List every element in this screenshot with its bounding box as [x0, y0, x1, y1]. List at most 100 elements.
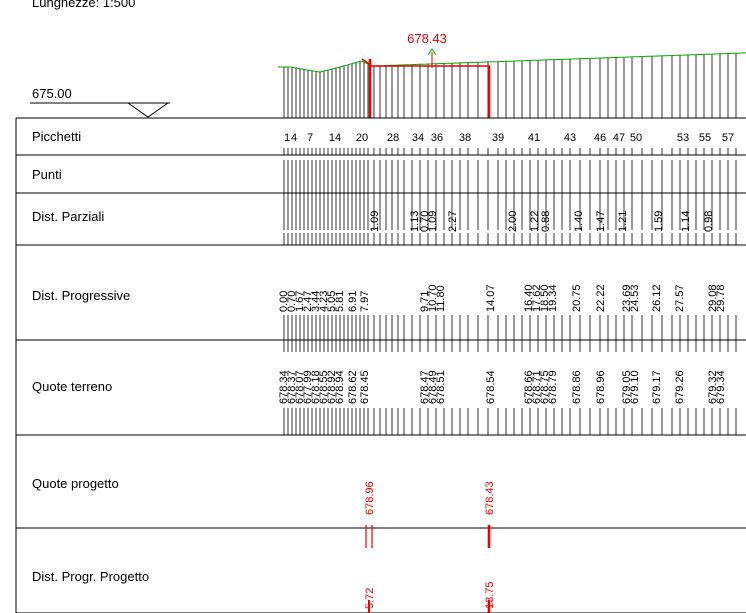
picchetto-label: 20	[356, 132, 368, 144]
dist-progressiva-value: 26.12	[651, 284, 663, 312]
picchetto-label: 28	[387, 132, 399, 144]
picchetto-label: 46	[594, 132, 606, 144]
datum-marker: 675.00	[30, 86, 170, 118]
dist-progr-progetto-value: 13.75	[484, 581, 496, 609]
quota-terreno-value: 678.49	[427, 370, 439, 404]
profile-verticals	[283, 53, 737, 435]
dist-progressiva-value: 29.78	[715, 284, 727, 312]
row-label-dist-parziali: Dist. Parziali	[32, 209, 104, 224]
picchetto-label: 53	[677, 132, 689, 144]
dist-parziale-value: 1.09	[369, 211, 381, 232]
datum-label: 675.00	[32, 86, 72, 101]
dist-parziale-value: 1.47	[595, 211, 607, 232]
dist-parziale-value: 1.21	[617, 211, 629, 232]
row-label-picchetti: Picchetti	[32, 129, 81, 144]
dist-parziale-value: 1.14	[680, 211, 692, 232]
dist-progressive-labels: 0.000.701.672.473.444.235.055.81 6.91 7.97…	[278, 284, 727, 312]
quota-terreno-value: 679.17	[651, 370, 663, 404]
dist-progressiva-value: 18.50	[539, 284, 551, 312]
picchetto-label: 50	[630, 132, 642, 144]
dist-parziale-value: 1.59	[653, 211, 665, 232]
quote-terreno-labels: 678.34678.37678.07677.99678.18678.55678.…	[278, 370, 727, 404]
row-label-dist-progressive: Dist. Progressive	[32, 288, 130, 303]
quota-terreno-value: 679.34	[715, 370, 727, 404]
dist-progressiva-value: 0.00	[278, 291, 290, 312]
dist-progressiva-value: 19.34	[547, 284, 559, 312]
quote-progetto-value: 678.43	[484, 481, 496, 515]
dist-parziale-value: 1.13	[409, 211, 421, 232]
dist-parziale-value: 2.00	[507, 211, 519, 232]
quota-terreno-value: 679.32	[707, 370, 719, 404]
picchetto-label: 4	[291, 132, 297, 144]
picchetto-label: 38	[459, 132, 471, 144]
picchetto-label: 57	[722, 132, 734, 144]
dist-progr-progetto-value: 5.72	[364, 588, 376, 609]
picchetto-label: 7	[307, 132, 313, 144]
quota-terreno-value: 678.92	[326, 370, 338, 404]
row-label-dist-progr-progetto: Dist. Progr. Progetto	[32, 569, 149, 584]
picchetto-label: 39	[492, 132, 504, 144]
dist-parziale-value: 1.40	[573, 211, 585, 232]
quota-terreno-value: 678.55	[318, 370, 330, 404]
dist-progressiva-value: 5.81	[334, 291, 346, 312]
dist-parziale-value: 0.70	[419, 211, 431, 232]
quote-progetto-value: 678.96	[364, 481, 376, 515]
row-label-quote-terreno: Quote terreno	[32, 379, 112, 394]
quota-terreno-value: 679.10	[629, 370, 641, 404]
quota-terreno-value: 679.26	[674, 370, 686, 404]
dist-progressiva-value: 4.23	[318, 291, 330, 312]
dist-progressiva-value: 6.91	[347, 291, 359, 312]
quota-terreno-value: 678.86	[571, 370, 583, 404]
quota-terreno-value: 678.79	[547, 370, 559, 404]
dist-progr-progetto-values: 5.72 13.75	[364, 581, 496, 613]
dist-progressiva-value: 29.08	[707, 284, 719, 312]
picchetto-label: 55	[699, 132, 711, 144]
quota-terreno-value: 678.37	[286, 370, 298, 404]
dist-parziale-value: 1.22	[529, 211, 541, 232]
picchetto-label: 14	[329, 132, 341, 144]
design-profile: 678.43	[361, 31, 491, 118]
quota-terreno-value: 678.66	[523, 370, 535, 404]
quota-terreno-value: 678.07	[294, 370, 306, 404]
dist-progressiva-value: 27.57	[674, 284, 686, 312]
dist-progressiva-value: 10.70	[427, 284, 439, 312]
dist-progressiva-value: 3.44	[310, 291, 322, 312]
row-labels: Picchetti Punti Dist. Parziali Dist. Pro…	[32, 129, 149, 584]
profile-table	[15, 117, 746, 613]
dist-progressiva-value: 0.70	[286, 291, 298, 312]
quota-terreno-value: 679.05	[621, 370, 633, 404]
quota-terreno-value: 677.99	[302, 370, 314, 404]
dist-progressiva-value: 5.05	[326, 291, 338, 312]
dist-parziale-value: 0.88	[540, 211, 552, 232]
picchetto-label: 43	[564, 132, 576, 144]
quota-terreno-value: 678.47	[419, 370, 431, 404]
design-max-label: 678.43	[407, 31, 447, 46]
quota-terreno-value: 678.71	[531, 370, 543, 404]
dist-progressiva-value: 7.97	[359, 291, 371, 312]
dist-parziale-value: 1.09	[427, 211, 439, 232]
dist-progressiva-value: 23.69	[621, 284, 633, 312]
quota-terreno-value: 678.51	[435, 370, 447, 404]
dist-progressiva-value: 22.22	[595, 284, 607, 312]
scale-caption: Lunghezze: 1:500	[32, 0, 135, 10]
picchetto-label: 41	[528, 132, 540, 144]
row-label-quote-progetto: Quote progetto	[32, 476, 119, 491]
picchetto-label: 36	[431, 132, 443, 144]
dist-progressiva-value: 16.40	[523, 284, 535, 312]
quota-terreno-value: 678.54	[485, 370, 497, 404]
dist-progressiva-value: 9.71	[419, 291, 431, 312]
picchetto-label: 1	[284, 132, 290, 144]
dist-progressiva-value: 17.62	[531, 284, 543, 312]
terrain-line	[278, 52, 746, 73]
dist-parziale-value: 2.27	[447, 211, 459, 232]
quota-terreno-value: 678.62	[347, 370, 359, 404]
dist-progressiva-value: 1.67	[294, 291, 306, 312]
quota-terreno-value: 678.45	[359, 370, 371, 404]
quote-progetto-values: 678.96 678.43	[364, 481, 496, 548]
dist-progressiva-value: 2.47	[302, 291, 314, 312]
dist-progressiva-value: 20.75	[571, 284, 583, 312]
quota-terreno-value: 678.75	[539, 370, 551, 404]
row-label-punti: Punti	[32, 167, 62, 182]
picchetto-label: 34	[412, 132, 424, 144]
